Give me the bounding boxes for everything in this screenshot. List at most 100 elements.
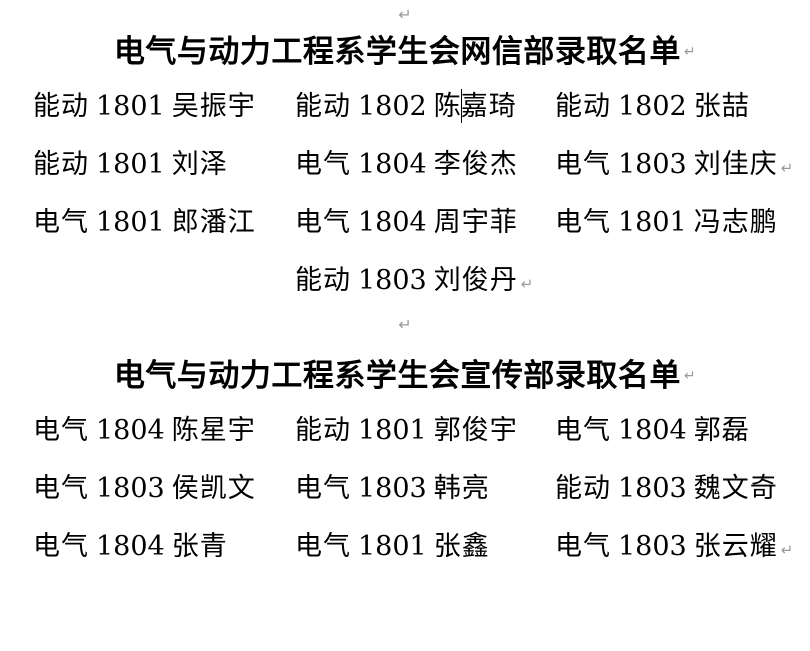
class-number: 1802: [618, 91, 687, 122]
dept-label: 电气: [555, 415, 611, 446]
name-char: 青: [199, 531, 228, 562]
student-name: 郭磊: [694, 402, 778, 460]
empty-paragraph-middle: ↵: [0, 310, 810, 340]
class-number: 1801: [358, 415, 427, 446]
class-number: 1803: [358, 473, 427, 504]
dept-label: 电气: [33, 415, 89, 446]
class-number: 1803: [618, 473, 687, 504]
name-list-xuanchuan: 电气 1804 陈星宇 能动 1801 郭俊宇 电气 1804 郭磊 电气 1803 侯凯文 电气 18…: [0, 402, 810, 576]
student-name: 刘佳庆: [693, 149, 778, 180]
student-name: 李俊杰: [433, 149, 518, 180]
dept-label: 能动: [295, 265, 351, 296]
name-entry[interactable]: 电气 1801 张鑫: [295, 518, 555, 576]
name-entry[interactable]: 能动 1801 刘泽: [33, 136, 295, 194]
name-entry[interactable]: 电气 1804 李俊杰: [295, 136, 555, 194]
dept-label: 能动: [555, 91, 611, 122]
name-entry[interactable]: 能动 1803 刘俊丹 ↵: [295, 252, 533, 310]
class-number: 1801: [96, 207, 165, 238]
dept-label: 能动: [33, 91, 89, 122]
dept-label: 电气: [33, 473, 89, 504]
dept-label: 电气: [555, 149, 611, 180]
student-name: 冯志鹏: [693, 207, 778, 238]
class-number: 1802: [358, 91, 427, 122]
paragraph-mark-icon: ↵: [780, 541, 794, 559]
student-given-name: 嘉琦: [460, 91, 517, 122]
paragraph-mark-icon: ↵: [520, 275, 534, 293]
class-number: 1801: [618, 207, 687, 238]
student-name: 刘俊丹: [433, 265, 518, 296]
class-number: 1801: [96, 91, 165, 122]
name-entry[interactable]: 电气 1803 侯凯文: [33, 460, 295, 518]
student-name: 郎潘江: [171, 207, 256, 238]
name-entry[interactable]: 电气 1803 刘佳庆 ↵: [555, 136, 805, 194]
name-char: 张: [171, 531, 200, 562]
section-wangxin: 电气与动力工程系学生会网信部录取名单 ↵ 能动 1801 吴振宇 能动 1802 陈嘉琦 能动…: [0, 30, 810, 310]
section-title-xuanchuan: 电气与动力工程系学生会宣传部录取名单 ↵: [0, 354, 810, 398]
name-row: 电气 1801 郎潘江 电气 1804 周宇菲 电气 1801 冯志鹏: [0, 194, 810, 252]
name-entry[interactable]: 电气 1804 郭磊: [555, 402, 805, 460]
empty-paragraph-top: ↵: [0, 0, 810, 30]
name-entry[interactable]: 电气 1801 郎潘江: [33, 194, 295, 252]
paragraph-mark-icon: ↵: [683, 44, 697, 60]
section-xuanchuan: 电气与动力工程系学生会宣传部录取名单 ↵ 电气 1804 陈星宇 能动 1801 郭俊宇 电气…: [0, 354, 810, 576]
name-row: 电气 1804 陈星宇 能动 1801 郭俊宇 电气 1804 郭磊: [0, 402, 810, 460]
name-char: 张: [693, 91, 722, 122]
class-number: 1804: [96, 415, 165, 446]
dept-label: 电气: [555, 531, 611, 562]
student-name: 魏文奇: [693, 473, 778, 504]
section-title-text: 电气与动力工程系学生会宣传部录取名单: [113, 358, 681, 394]
name-char: 喆: [721, 91, 750, 122]
name-char: 鑫: [461, 531, 490, 562]
dept-label: 能动: [33, 149, 89, 180]
name-entry[interactable]: 电气 1803 韩亮: [295, 460, 555, 518]
class-number: 1801: [358, 531, 427, 562]
name-entry[interactable]: 电气 1804 周宇菲: [295, 194, 555, 252]
dept-label: 能动: [295, 415, 351, 446]
paragraph-mark-icon: ↵: [398, 315, 412, 334]
name-entry[interactable]: 电气 1804 陈星宇: [33, 402, 295, 460]
name-row: 能动 1801 吴振宇 能动 1802 陈嘉琦 能动 1802 张喆: [0, 78, 810, 136]
student-name: 张鑫: [434, 518, 518, 576]
class-number: 1804: [358, 207, 427, 238]
name-char: 泽: [199, 149, 228, 180]
student-surname: 陈: [433, 91, 462, 122]
dept-label: 电气: [295, 531, 351, 562]
dept-label: 电气: [295, 207, 351, 238]
text-caret: [460, 89, 462, 123]
name-entry[interactable]: 能动 1801 吴振宇: [33, 78, 295, 136]
dept-label: 能动: [555, 473, 611, 504]
name-row: 能动 1803 刘俊丹 ↵: [0, 252, 810, 310]
name-char: 张: [433, 531, 462, 562]
name-entry[interactable]: 能动 1802 张喆: [555, 78, 805, 136]
name-list-wangxin: 能动 1801 吴振宇 能动 1802 陈嘉琦 能动 1802 张喆 能动 1801 刘泽 电气 180…: [0, 78, 810, 310]
name-char: 郭: [693, 415, 722, 446]
class-number: 1804: [358, 149, 427, 180]
dept-label: 电气: [295, 149, 351, 180]
student-name: 韩亮: [434, 460, 518, 518]
student-name: 郭俊宇: [433, 415, 518, 446]
paragraph-mark-icon: ↵: [780, 159, 794, 177]
name-entry[interactable]: 能动 1802 陈嘉琦: [295, 78, 555, 136]
class-number: 1804: [618, 415, 687, 446]
class-number: 1803: [618, 531, 687, 562]
name-char: 刘: [171, 149, 200, 180]
student-name: 陈星宇: [171, 415, 256, 446]
name-char: 韩: [433, 473, 462, 504]
class-number: 1804: [96, 531, 165, 562]
name-entry[interactable]: 电气 1801 冯志鹏: [555, 194, 805, 252]
name-entry[interactable]: 能动 1801 郭俊宇: [295, 402, 555, 460]
dept-label: 电气: [33, 207, 89, 238]
name-entry[interactable]: 能动 1803 魏文奇: [555, 460, 805, 518]
name-entry[interactable]: 电气 1804 张青: [33, 518, 295, 576]
dept-label: 电气: [555, 207, 611, 238]
paragraph-mark-icon: ↵: [398, 5, 412, 24]
student-name: 刘泽: [172, 136, 256, 194]
section-divider: [0, 340, 810, 354]
name-row: 能动 1801 刘泽 电气 1804 李俊杰 电气 1803 刘佳庆 ↵: [0, 136, 810, 194]
class-number: 1803: [96, 473, 165, 504]
student-name: 张喆: [694, 78, 778, 136]
name-entry[interactable]: 电气 1803 张云耀 ↵: [555, 518, 805, 576]
dept-label: 电气: [295, 473, 351, 504]
name-row: 电气 1803 侯凯文 电气 1803 韩亮 能动 1803 魏文奇: [0, 460, 810, 518]
